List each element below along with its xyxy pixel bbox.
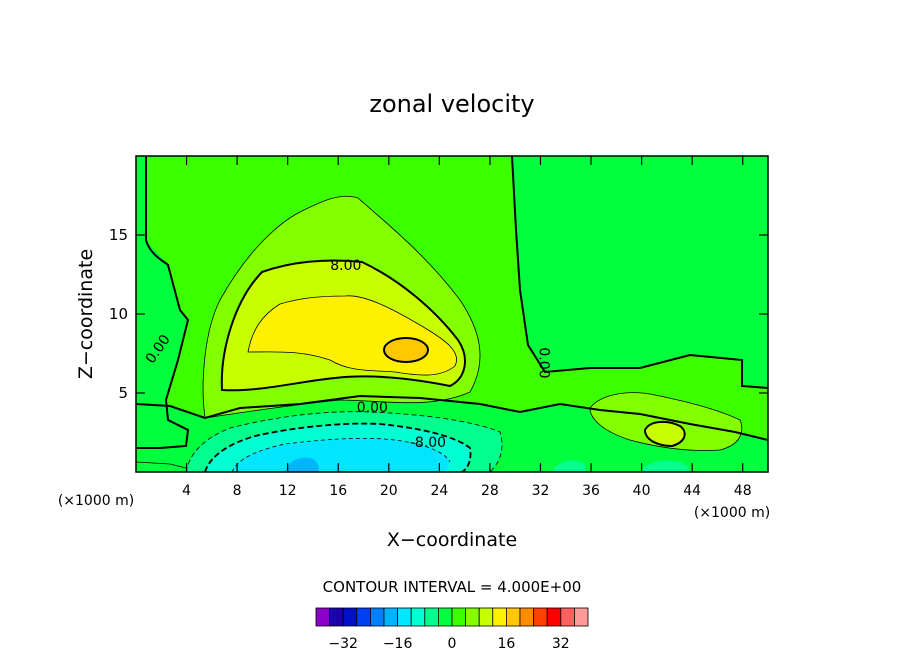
x-tick-label: 24 <box>430 483 448 499</box>
colorbar-swatch <box>519 607 535 627</box>
contour-label: 0.00 <box>535 347 551 378</box>
x-tick-label: 20 <box>380 483 398 499</box>
y-tick-label: 10 <box>109 305 128 323</box>
field-neg-right-a <box>552 460 586 472</box>
contour-label: 0.00 <box>357 400 388 416</box>
y-axis-label: Z−coordinate <box>75 249 97 379</box>
x-tick-label: 32 <box>532 483 550 499</box>
colorbar-swatch <box>383 607 399 627</box>
colorbar-tick-label: −16 <box>383 636 413 652</box>
contour-line-neg12 <box>231 437 451 472</box>
field-neg-8-12 <box>232 438 450 472</box>
chart-title: zonal velocity <box>369 90 534 118</box>
x-tick-label: 44 <box>683 483 701 499</box>
x-tick-label: 8 <box>233 483 242 499</box>
colorbar-swatch <box>329 607 344 627</box>
colorbar-tick-label: −32 <box>328 636 358 652</box>
colorbar-tick-label: 0 <box>448 636 457 652</box>
contour-label-layer: 8.000.000.000.00-8.00 <box>143 258 551 451</box>
contour-line-0-left <box>136 156 190 449</box>
colorbar-swatch <box>424 607 439 627</box>
contour-label: 8.00 <box>330 258 361 274</box>
field-neg-12-16 <box>285 457 319 472</box>
contour-fill-layer <box>136 156 768 472</box>
x-tick-label: 40 <box>633 483 651 499</box>
y-axis: 5 10 15 <box>109 226 768 402</box>
x-axis-label: X−coordinate <box>387 529 517 551</box>
x-axis: 4 8 12 16 20 24 28 32 36 40 44 48 <box>182 156 752 499</box>
contour-line-right-lobe <box>589 392 743 451</box>
contour-line-neg4 <box>185 411 503 472</box>
contour-line-12 <box>247 295 457 376</box>
contour-label: -8.00 <box>410 435 446 451</box>
colorbar-swatch <box>560 607 575 627</box>
colorbar-swatch <box>397 607 412 627</box>
field-core-16-20 <box>384 338 428 362</box>
x-tick-label: 4 <box>182 483 191 499</box>
colorbar-swatch <box>451 607 467 627</box>
colorbar-swatch <box>356 607 371 627</box>
x-tick-label: 48 <box>734 483 752 499</box>
colorbar-swatch <box>546 607 562 627</box>
colorbar-swatch <box>342 607 358 627</box>
y-tick-label: 15 <box>109 226 128 244</box>
contour-line-neg8 <box>204 422 472 472</box>
colorbar-swatch <box>437 607 453 627</box>
colorbar-swatch <box>492 607 507 627</box>
x-tick-label: 28 <box>481 483 499 499</box>
colorbar-swatch <box>533 607 548 627</box>
contour-line-0-lower <box>136 394 768 441</box>
x-tick-label: 36 <box>582 483 600 499</box>
x-tick-label: 16 <box>329 483 347 499</box>
field-neg-right-b <box>640 460 690 472</box>
colorbar-swatch <box>478 607 494 627</box>
contour-line-4 <box>202 195 481 419</box>
contour-line-16 <box>383 337 429 363</box>
contour-line-right-patch <box>643 420 686 448</box>
colorbar-swatch <box>505 607 521 627</box>
field-left-neutral <box>136 156 188 448</box>
field-right-patch <box>645 421 685 446</box>
contour-line-8 <box>220 259 466 392</box>
x-unit-left: (×1000 m) <box>58 493 134 509</box>
contour-line-bottom-left <box>136 461 187 469</box>
colorbar-swatch <box>315 607 331 627</box>
contour-line-layer <box>136 156 768 472</box>
colorbar-swatch <box>574 607 589 627</box>
contour-line-0-middle <box>511 156 768 389</box>
colorbar-tick-label: 32 <box>552 636 570 652</box>
colorbar-swatch <box>410 607 426 627</box>
colorbar-swatch <box>369 607 385 627</box>
colorbar-tick-label: 16 <box>497 636 515 652</box>
y-tick-label: 5 <box>118 384 128 402</box>
x-tick-label: 12 <box>279 483 297 499</box>
x-unit-right: (×1000 m) <box>694 505 770 521</box>
contour-interval-text: CONTOUR INTERVAL = 4.000E+00 <box>323 578 582 596</box>
colorbar: −32 −16 0 16 32 <box>315 607 589 652</box>
field-right-neutral <box>512 156 768 388</box>
colorbar-swatch <box>465 607 480 627</box>
